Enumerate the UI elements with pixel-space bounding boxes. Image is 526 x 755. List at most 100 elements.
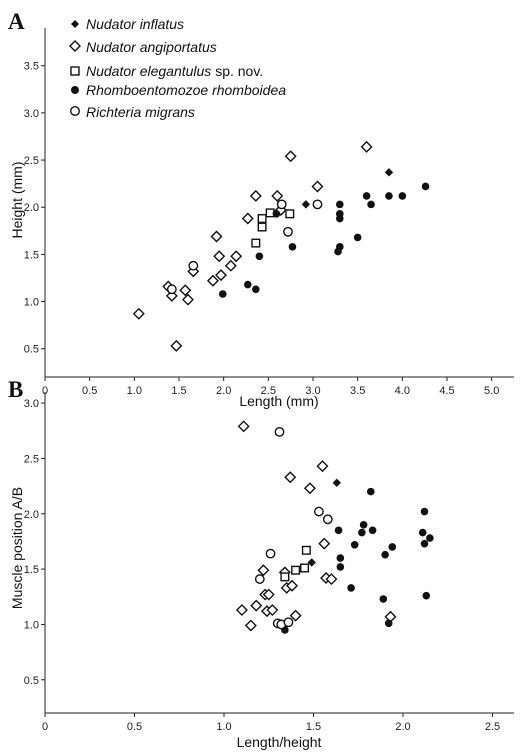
legend-label: Nudator inflatus xyxy=(86,16,184,32)
data-point-filled-diamond xyxy=(384,168,394,177)
data-point-open-circle xyxy=(313,506,324,517)
data-point-filled-circle xyxy=(252,285,260,294)
data-point-open-diamond xyxy=(224,259,237,272)
y-tick-label: 1.0 xyxy=(24,297,39,309)
data-point-open-circle xyxy=(254,574,265,584)
data-point-filled-circle xyxy=(255,252,264,261)
data-point-filled-circle xyxy=(426,534,434,542)
x-tick-label: 2.0 xyxy=(395,721,410,733)
data-point-open-diamond xyxy=(289,609,302,622)
legend-item-nudator-angiportatus: Nudator angiportatus xyxy=(69,39,217,55)
svg-text:Nudator elegantulus sp. nov.: Nudator elegantulus sp. nov. xyxy=(86,63,263,79)
data-point-open-diamond xyxy=(210,230,223,243)
filled-circle-icon xyxy=(71,86,79,94)
data-point-filled-circle xyxy=(420,507,429,516)
data-point-open-diamond xyxy=(262,588,275,601)
svg-text:Nudator angiportatus: Nudator angiportatus xyxy=(86,39,217,55)
data-point-open-diamond xyxy=(250,599,263,612)
data-point-open-diamond xyxy=(286,579,299,592)
svg-text:Nudator inflatus: Nudator inflatus xyxy=(86,16,184,32)
data-point-filled-circle xyxy=(368,526,377,535)
data-point-open-diamond xyxy=(266,604,279,617)
panel-a-y-label: Height (mm) xyxy=(9,161,25,238)
x-tick-label: 4.0 xyxy=(395,385,410,397)
data-point-filled-circle xyxy=(353,233,362,242)
x-tick-label: 0.5 xyxy=(82,385,97,397)
legend: Nudator inflatus Nudator angiportatus Nu… xyxy=(69,16,286,120)
data-point-filled-circle xyxy=(422,591,431,600)
x-tick-label: 2.5 xyxy=(261,385,276,397)
data-point-filled-circle xyxy=(288,243,297,251)
data-point-open-diamond xyxy=(244,619,257,632)
y-tick-label: 3.0 xyxy=(24,398,39,410)
open-diamond-icon xyxy=(69,40,81,52)
data-point-open-circle xyxy=(265,548,276,559)
svg-text:Richteria migrans: Richteria migrans xyxy=(86,104,195,120)
panel-a: A 0 0.5 1.0 1.5 2.0 2.5 3.0 3.5 4.0 4.5 5.0 0.5 1.0… xyxy=(8,9,514,409)
data-point-open-circle xyxy=(188,260,199,271)
y-tick-label: 3.5 xyxy=(24,61,39,73)
y-tick-label: 3.0 xyxy=(24,108,39,120)
y-tick-label: 1.5 xyxy=(24,249,39,261)
data-point-filled-circle xyxy=(366,487,375,496)
data-point-filled-circle xyxy=(420,539,429,548)
data-point-filled-circle xyxy=(381,550,389,559)
panel-b-y-ticks: 0.5 1.0 1.5 2.0 2.5 3.0 xyxy=(24,398,45,687)
data-point-open-circle xyxy=(322,514,333,525)
y-tick-label: 0.5 xyxy=(24,675,39,687)
data-point-open-diamond xyxy=(206,274,219,287)
data-point-open-diamond xyxy=(230,250,243,263)
x-tick-label: 4.5 xyxy=(439,385,454,397)
data-point-open-diamond xyxy=(318,537,331,550)
legend-item-nudator-inflatus: Nudator inflatus xyxy=(71,16,184,32)
legend-label: Nudator angiportatus xyxy=(86,39,217,55)
svg-text:Rhomboentomozoe rhomboidea: Rhomboentomozoe rhomboidea xyxy=(86,82,286,98)
panel-b-x-label: Length/height xyxy=(237,734,322,750)
data-point-filled-diamond xyxy=(307,558,316,567)
x-tick-label: 1.0 xyxy=(216,721,231,733)
panel-a-letter: A xyxy=(8,9,25,34)
x-tick-label: 1.0 xyxy=(127,385,142,397)
data-point-open-diamond xyxy=(181,293,194,306)
y-tick-label: 1.0 xyxy=(24,619,39,631)
x-tick-label: 2.5 xyxy=(485,721,500,733)
y-tick-label: 0.5 xyxy=(24,344,39,356)
data-point-open-square xyxy=(301,545,311,555)
x-tick-label: 1.5 xyxy=(171,385,186,397)
data-point-filled-circle xyxy=(421,182,430,191)
y-tick-label: 1.5 xyxy=(24,564,39,576)
data-point-filled-circle xyxy=(218,290,227,298)
data-point-open-square xyxy=(257,214,267,224)
y-tick-label: 2.0 xyxy=(24,509,39,521)
data-point-open-square xyxy=(251,238,261,248)
data-point-open-circle xyxy=(283,226,293,237)
open-square-icon xyxy=(70,66,80,76)
data-point-filled-circle xyxy=(334,526,343,535)
data-point-open-square xyxy=(300,563,310,573)
data-point-filled-circle xyxy=(347,584,355,592)
x-tick-label: 0.5 xyxy=(127,721,142,733)
data-point-open-diamond xyxy=(257,564,270,577)
data-point-filled-diamond xyxy=(332,478,341,487)
data-point-open-square xyxy=(257,222,267,232)
data-point-open-diamond xyxy=(241,212,254,225)
data-point-open-diamond xyxy=(237,420,250,433)
data-point-open-circle xyxy=(312,199,323,210)
data-point-open-diamond xyxy=(311,180,324,193)
data-point-open-diamond xyxy=(316,460,329,473)
data-point-open-square xyxy=(285,209,295,219)
data-point-open-diamond xyxy=(284,150,297,163)
data-point-open-diamond xyxy=(249,189,262,202)
data-point-filled-circle xyxy=(336,554,345,562)
data-point-filled-circle xyxy=(350,540,359,549)
data-point-filled-circle xyxy=(336,563,345,571)
data-point-filled-circle xyxy=(243,280,252,289)
data-point-open-diamond xyxy=(179,284,192,297)
x-tick-label: 2.0 xyxy=(216,385,231,397)
x-tick-label: 3.0 xyxy=(305,385,320,397)
y-tick-label: 2.0 xyxy=(24,202,39,214)
panel-b-x-ticks: 0 0.5 1.0 1.5 2.0 2.5 xyxy=(42,713,500,733)
data-point-open-diamond xyxy=(132,307,145,320)
panel-a-x-label: Length (mm) xyxy=(239,393,318,409)
